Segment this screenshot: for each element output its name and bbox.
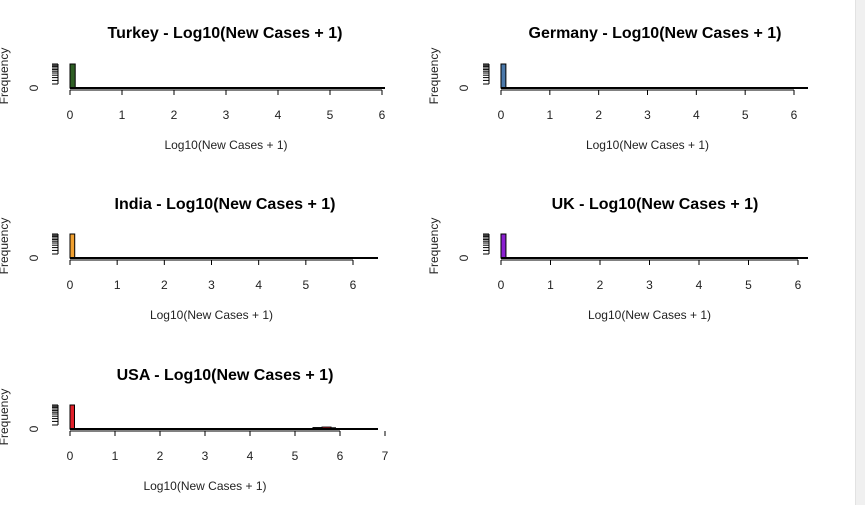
x-tick-label: 3 bbox=[644, 108, 651, 122]
x-tick-label: 0 bbox=[67, 108, 74, 122]
x-tick-label: 3 bbox=[202, 449, 209, 463]
x-tick-label: 4 bbox=[275, 108, 282, 122]
x-tick-label: 5 bbox=[302, 278, 309, 292]
x-tick-label: 1 bbox=[119, 108, 126, 122]
x-tick-label: 3 bbox=[208, 278, 215, 292]
histogram-turkey: Turkey - Log10(New Cases + 1) Frequency 0 0… bbox=[0, 25, 386, 152]
x-axis-label: Log10(New Cases + 1) bbox=[150, 308, 273, 322]
plot-canvas: Turkey - Log10(New Cases + 1) Frequency 0 0… bbox=[0, 25, 808, 493]
x-tick-label: 0 bbox=[498, 108, 505, 122]
y-tick-label: 0 bbox=[27, 425, 41, 432]
x-tick-label: 2 bbox=[597, 278, 604, 292]
x-tick-label: 2 bbox=[161, 278, 168, 292]
x-tick-label: 2 bbox=[595, 108, 602, 122]
x-tick-label: 4 bbox=[255, 278, 262, 292]
y-tick-label: 0 bbox=[27, 254, 41, 261]
x-axis-label: Log10(New Cases + 1) bbox=[143, 479, 266, 493]
histogram-bar bbox=[500, 63, 507, 89]
y-axis-label: Frequency bbox=[0, 48, 11, 105]
histogram-usa: USA - Log10(New Cases + 1) Frequency 0 0 1 2 3… bbox=[0, 367, 389, 493]
histogram-bar bbox=[69, 404, 75, 430]
x-tick-label: 7 bbox=[382, 449, 389, 463]
x-tick-label: 6 bbox=[791, 108, 798, 122]
x-tick-label: 6 bbox=[379, 108, 386, 122]
x-tick-label: 4 bbox=[247, 449, 254, 463]
x-tick-label: 5 bbox=[742, 108, 749, 122]
y-tick-label: 0 bbox=[27, 84, 41, 91]
x-tick-label: 0 bbox=[67, 449, 74, 463]
x-tick-label: 5 bbox=[292, 449, 299, 463]
chart-title: USA - Log10(New Cases + 1) bbox=[117, 367, 334, 384]
x-tick-label: 6 bbox=[795, 278, 802, 292]
histogram-grid: Turkey - Log10(New Cases + 1) Frequency 0 0… bbox=[0, 25, 808, 493]
histogram-bar bbox=[69, 63, 76, 89]
chart-title: India - Log10(New Cases + 1) bbox=[115, 196, 336, 213]
x-tick-label: 1 bbox=[547, 278, 554, 292]
x-axis-label: Log10(New Cases + 1) bbox=[164, 138, 287, 152]
x-tick-label: 6 bbox=[337, 449, 344, 463]
chart-title: Turkey - Log10(New Cases + 1) bbox=[108, 25, 343, 42]
x-tick-label: 1 bbox=[546, 108, 553, 122]
x-tick-label: 3 bbox=[646, 278, 653, 292]
x-tick-label: 2 bbox=[157, 449, 164, 463]
y-axis-label: Frequency bbox=[427, 48, 441, 105]
x-tick-label: 4 bbox=[696, 278, 703, 292]
x-tick-label: 2 bbox=[171, 108, 178, 122]
y-tick-label: 0 bbox=[457, 84, 471, 91]
histogram-bar bbox=[500, 233, 507, 259]
y-tick-label: 0 bbox=[457, 254, 471, 261]
x-tick-label: 5 bbox=[327, 108, 334, 122]
x-tick-label: 5 bbox=[745, 278, 752, 292]
histogram-bar bbox=[69, 233, 76, 259]
x-tick-label: 4 bbox=[693, 108, 700, 122]
x-tick-label: 0 bbox=[498, 278, 505, 292]
x-tick-label: 1 bbox=[112, 449, 119, 463]
x-axis-label: Log10(New Cases + 1) bbox=[586, 138, 709, 152]
chart-title: Germany - Log10(New Cases + 1) bbox=[529, 25, 782, 42]
x-axis-label: Log10(New Cases + 1) bbox=[588, 308, 711, 322]
y-axis-label: Frequency bbox=[0, 389, 11, 446]
histogram-india: India - Log10(New Cases + 1) Frequency 0 0 1… bbox=[0, 196, 378, 322]
histogram-germany: Germany - Log10(New Cases + 1) Frequency 0… bbox=[427, 25, 808, 152]
y-axis-label: Frequency bbox=[427, 218, 441, 275]
y-axis-label: Frequency bbox=[0, 218, 11, 275]
x-tick-label: 0 bbox=[67, 278, 74, 292]
chart-title: UK - Log10(New Cases + 1) bbox=[552, 196, 759, 213]
x-tick-label: 1 bbox=[114, 278, 121, 292]
histogram-uk: UK - Log10(New Cases + 1) Frequency 0 0 1 2 3 4… bbox=[427, 196, 808, 322]
x-tick-label: 3 bbox=[223, 108, 230, 122]
x-tick-label: 6 bbox=[350, 278, 357, 292]
scrollbar[interactable] bbox=[855, 0, 865, 505]
